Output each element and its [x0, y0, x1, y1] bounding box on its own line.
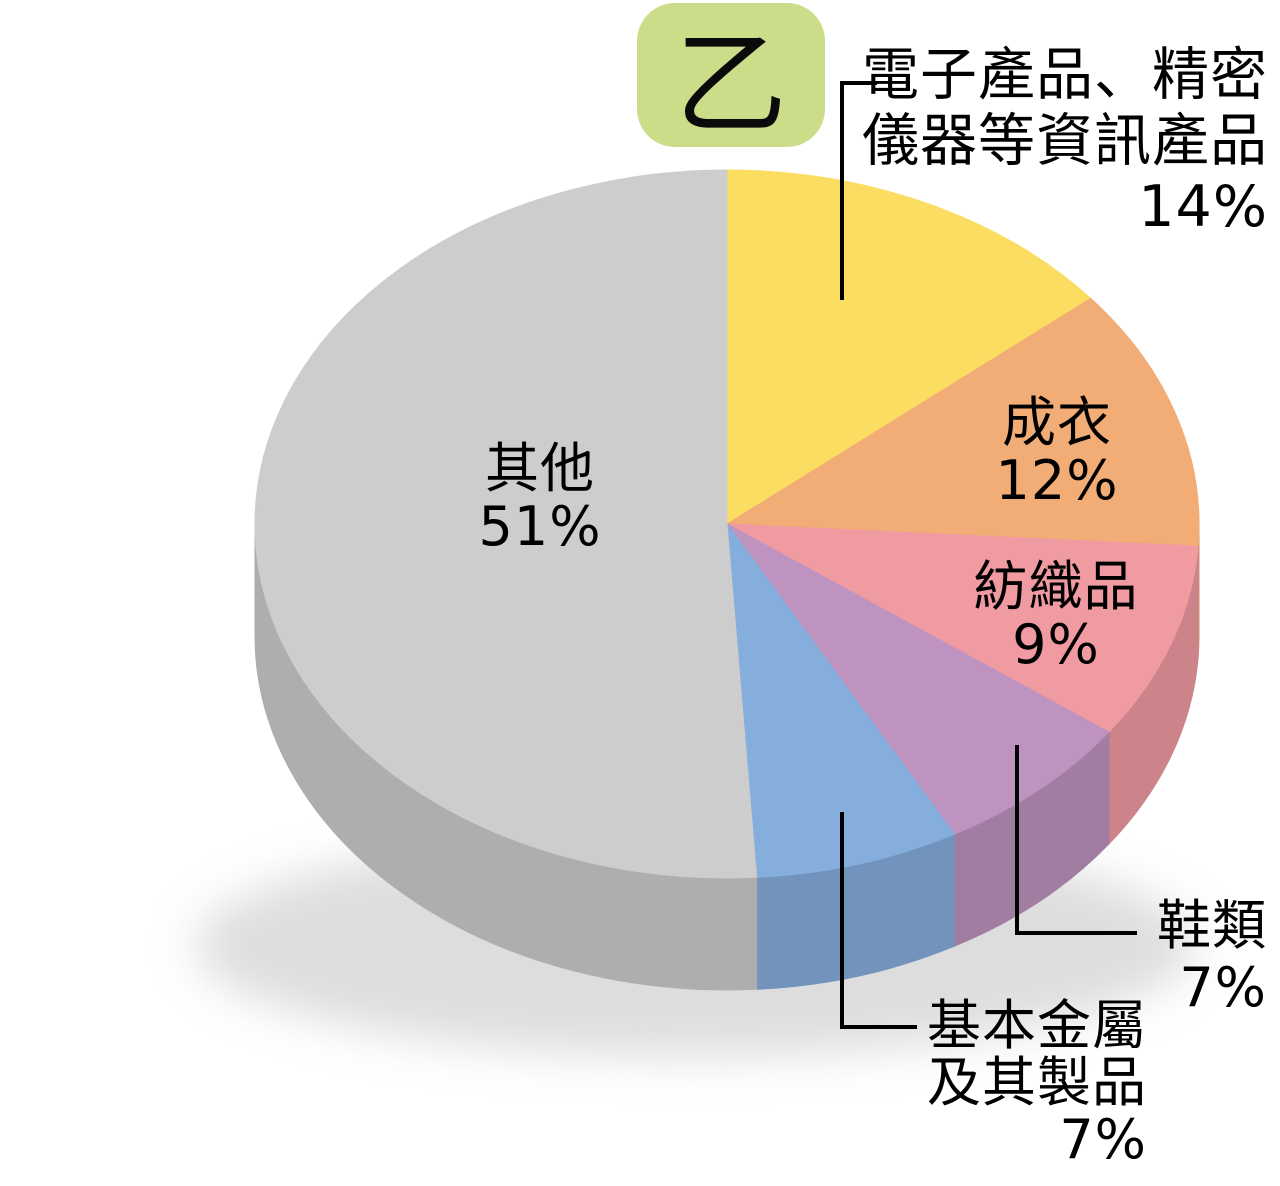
slice-label-basic-metals: 基本金屬 及其製品 7%	[927, 997, 1147, 1168]
pie-slice-4	[726, 522, 956, 878]
leader-line-electronics	[840, 81, 877, 300]
leader-lines-layer	[840, 81, 1137, 1029]
slice-label-basic-metals-line1: 基本金屬	[927, 994, 1147, 1057]
slice-value-basic-metals: 7%	[1059, 1108, 1147, 1171]
pie-slice-3	[726, 523, 1110, 835]
slice-label-others-text: 其他	[485, 437, 595, 500]
pie-slice-0	[726, 169, 1092, 525]
slice-label-garments: 成衣 12%	[995, 394, 1118, 510]
slice-value-electronics: 14%	[1138, 174, 1268, 240]
slice-label-textiles-text: 紡織品	[973, 555, 1139, 618]
slice-label-textiles: 紡織品 9%	[974, 558, 1139, 674]
leader-line-footwear	[1015, 745, 1137, 935]
pie-slices-layer	[254, 169, 1200, 991]
grade-badge: 乙	[637, 3, 825, 150]
slice-value-garments: 12%	[995, 449, 1119, 512]
pie-slice-2	[726, 523, 1199, 733]
pie-slice-1	[725, 297, 1200, 547]
slice-label-footwear: 鞋類 7%	[1157, 895, 1267, 1019]
leader-line-basic-metals	[840, 812, 917, 1029]
slice-label-garments-text: 成衣	[1002, 391, 1112, 454]
slice-label-electronics: 電子產品、精密 儀器等資訊產品 14%	[862, 42, 1268, 240]
slice-value-textiles: 9%	[1012, 613, 1100, 676]
slice-label-others: 其他 51%	[478, 440, 601, 556]
slice-label-footwear-text: 鞋類	[1157, 894, 1267, 957]
pie-slice-5	[254, 169, 758, 879]
slice-label-electronics-line2: 儀器等資訊產品	[862, 108, 1268, 174]
slice-label-basic-metals-line2: 及其製品	[927, 1051, 1147, 1114]
slice-value-others: 51%	[478, 495, 602, 558]
slice-label-electronics-line1: 電子產品、精密	[862, 42, 1268, 108]
grade-badge-label: 乙	[675, 20, 787, 150]
slice-value-footwear: 7%	[1179, 956, 1267, 1019]
